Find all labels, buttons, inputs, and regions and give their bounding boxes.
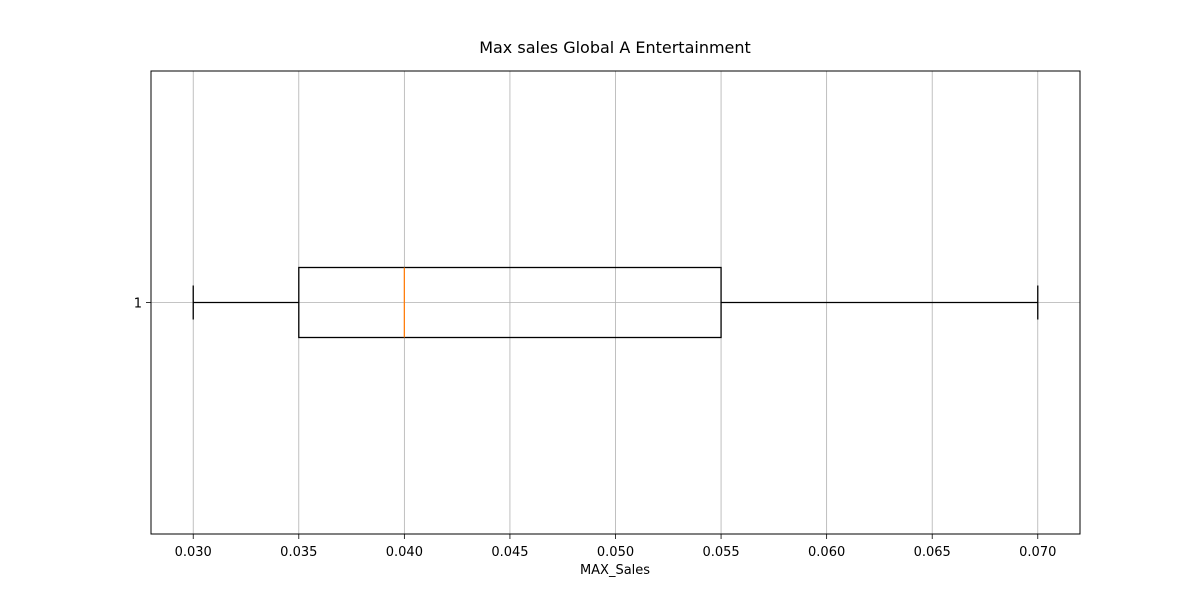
iqr-box [298, 266, 722, 339]
chart-title: Max sales Global A Entertainment [479, 38, 751, 57]
plot-frame [150, 70, 1081, 535]
x-tick-label: 0.040 [386, 545, 423, 560]
x-tick-label: 0.045 [491, 545, 528, 560]
x-tick-label: 0.065 [914, 545, 951, 560]
x-tick-label: 0.070 [1019, 545, 1056, 560]
y-tick-label: 1 [134, 297, 142, 312]
x-tick-label: 0.055 [702, 545, 739, 560]
x-axis-label: MAX_Sales [580, 563, 650, 578]
x-tick-label: 0.050 [597, 545, 634, 560]
x-tick-label: 0.035 [280, 545, 317, 560]
x-tick-label: 0.060 [808, 545, 845, 560]
x-tick-label: 0.030 [175, 545, 212, 560]
